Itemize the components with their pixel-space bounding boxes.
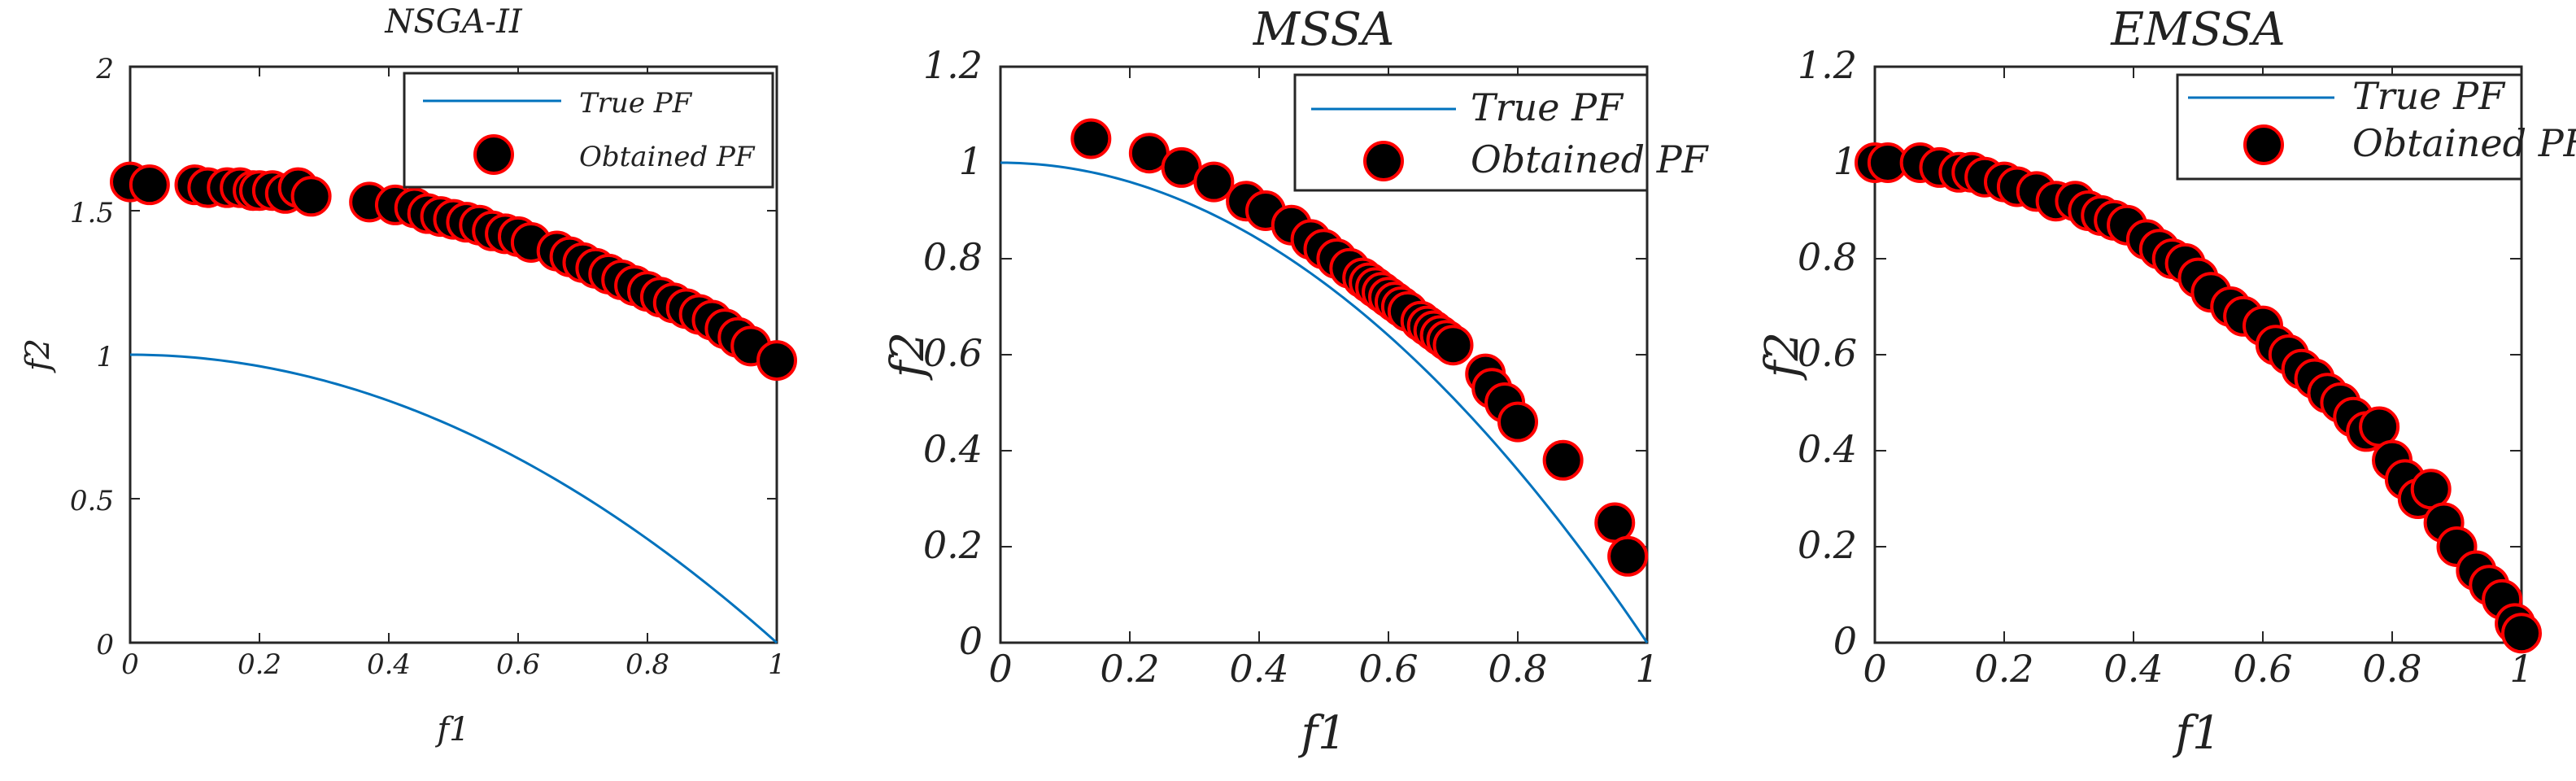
y-tick-label: 1.2 bbox=[1798, 43, 1857, 87]
y-tick-label: 1 bbox=[959, 139, 983, 183]
obtained-pf-point bbox=[1070, 118, 1112, 159]
chart-title: NSGA-II bbox=[384, 3, 523, 41]
true-pf-line bbox=[129, 353, 778, 644]
y-tick-label: 0.6 bbox=[1798, 331, 1857, 375]
chart-panel-3: EMSSA 0 0.2 0.4 0.6 0.8 1 0 0.2 0.4 0.6 0.8 1 1.2 f1 f2… bbox=[1756, 3, 2576, 760]
legend-entry-true-pf: True PF bbox=[2352, 74, 2506, 118]
x-tick-label: 1 bbox=[2509, 647, 2533, 691]
legend-box bbox=[403, 72, 774, 189]
obtained-pf-point bbox=[1497, 401, 1538, 443]
x-tick-label: 0.4 bbox=[367, 648, 411, 681]
y-tick-label: 0 bbox=[959, 619, 983, 663]
y-tick-label: 0.5 bbox=[70, 485, 114, 517]
legend: True PF Obtained PF bbox=[1293, 73, 1710, 192]
y-axis-label: f2 bbox=[1756, 332, 1809, 381]
legend-box bbox=[2176, 73, 2523, 181]
obtained-pf-point bbox=[129, 164, 170, 206]
x-tick-label: 1 bbox=[768, 648, 786, 681]
chart-title: EMSSA bbox=[2110, 3, 2285, 56]
y-tick-label: 0.2 bbox=[1798, 523, 1857, 567]
x-tick-label: 0.6 bbox=[1358, 647, 1418, 691]
legend-box bbox=[1293, 73, 1649, 192]
x-tick-label: 0.4 bbox=[2103, 647, 2163, 691]
chart-panel-2: MSSA 0 0.2 0.4 0.6 0.8 1 0 0.2 0.4 0.6 0.8 1 1.2 f1 f2 T… bbox=[882, 3, 1710, 760]
y-tick-label: 0.8 bbox=[923, 235, 983, 279]
y-tick-label: 2 bbox=[95, 53, 114, 85]
y-axis-label: f2 bbox=[882, 332, 935, 381]
obtained-pf-point bbox=[1193, 161, 1235, 203]
x-tick-label: 0.4 bbox=[1229, 647, 1288, 691]
legend-marker-swatch bbox=[473, 134, 514, 175]
x-tick-label: 0 bbox=[121, 648, 139, 681]
obtained-pf-point bbox=[290, 176, 332, 217]
y-tick-label: 1.5 bbox=[70, 197, 114, 229]
legend-entry-true-pf: True PF bbox=[579, 87, 693, 120]
y-tick-label: 0.4 bbox=[923, 427, 983, 471]
x-tick-label: 0.6 bbox=[496, 648, 540, 681]
x-tick-label: 0.6 bbox=[2233, 647, 2292, 691]
y-tick-label: 1.2 bbox=[923, 43, 983, 87]
y-tick-label: 0.4 bbox=[1798, 427, 1857, 471]
x-tick-label: 0.2 bbox=[1974, 647, 2033, 691]
x-axis-label: f1 bbox=[1297, 707, 1346, 760]
obtained-pf-point bbox=[1594, 502, 1636, 543]
x-tick-label: 0.8 bbox=[1488, 647, 1547, 691]
obtained-pf-point bbox=[2501, 613, 2542, 654]
x-tick-label: 0 bbox=[1863, 647, 1886, 691]
y-tick-label: 1 bbox=[96, 341, 114, 373]
x-axis-label: f1 bbox=[2172, 707, 2221, 760]
y-tick-label: 0 bbox=[1833, 619, 1857, 663]
legend: True PF Obtained PF bbox=[403, 72, 774, 189]
x-tick-label: 0.2 bbox=[238, 648, 281, 681]
x-tick-label: 0 bbox=[988, 647, 1012, 691]
x-tick-label: 1 bbox=[1635, 647, 1658, 691]
x-tick-label: 0.8 bbox=[625, 648, 669, 681]
y-tick-label: 0.2 bbox=[923, 523, 983, 567]
true-pf-line bbox=[1874, 161, 2523, 644]
legend-marker-swatch bbox=[1363, 141, 1404, 181]
true-pf-line bbox=[1000, 161, 1649, 644]
obtained-pf-point bbox=[1432, 325, 1474, 366]
y-axis-label: f2 bbox=[20, 338, 57, 373]
y-tick-label: 0.8 bbox=[1798, 235, 1857, 279]
chart-panel-1: NSGA-II 0 0.2 0.4 0.6 0.8 1 0 0.5 1 1.5 2 f1 f2 True P… bbox=[20, 3, 797, 748]
y-tick-label: 1 bbox=[1833, 139, 1857, 183]
x-axis-label: f1 bbox=[434, 711, 469, 748]
legend-marker-swatch bbox=[2243, 124, 2284, 165]
y-tick-label: 0 bbox=[96, 629, 114, 661]
obtained-pf-point bbox=[2359, 406, 2400, 447]
legend-entry-obtained-pf: Obtained PF bbox=[2352, 121, 2576, 165]
chart-title: MSSA bbox=[1253, 3, 1395, 56]
obtained-pf-point bbox=[1607, 535, 1649, 577]
x-tick-label: 0.2 bbox=[1100, 647, 1159, 691]
legend-entry-obtained-pf: Obtained PF bbox=[579, 141, 756, 173]
legend-entry-obtained-pf: Obtained PF bbox=[1471, 137, 1710, 181]
obtained-pf-point bbox=[756, 340, 797, 382]
legend-entry-true-pf: True PF bbox=[1471, 85, 1624, 129]
obtained-pf-point bbox=[1542, 439, 1584, 481]
x-tick-label: 0.8 bbox=[2362, 647, 2421, 691]
y-tick-label: 0.6 bbox=[923, 331, 983, 375]
obtained-pf-point bbox=[2410, 469, 2452, 510]
